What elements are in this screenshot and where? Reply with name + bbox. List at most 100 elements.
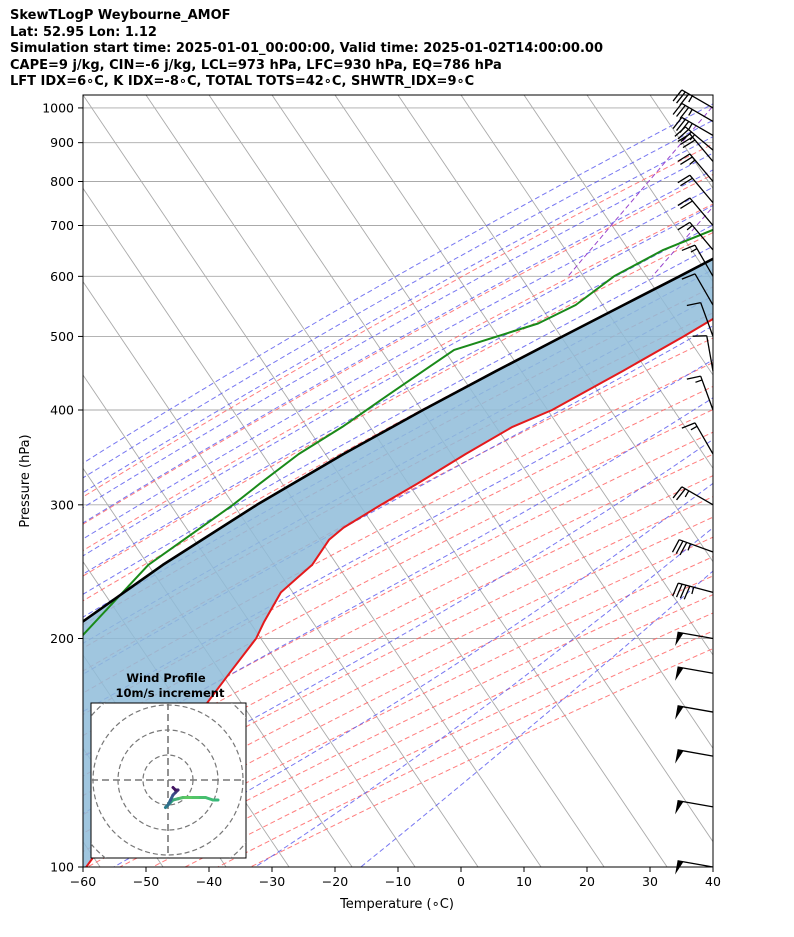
wind-barb-staff [700,375,714,411]
wind-barb-flag [677,221,691,231]
isotherm-line [586,95,713,283]
y-axis-label: Pressure (hPa) [18,434,33,527]
isotherm-line [208,95,713,843]
wind-barb-staff [689,174,714,204]
wind-barb-half-flag [687,543,692,551]
wind-barb [681,244,714,277]
parcel-path-line [83,257,713,624]
wind-barb-pennant [675,705,684,720]
moist-adiabat [83,169,713,524]
x-tick-label: −20 [322,874,348,889]
moist-adiabat [113,482,713,867]
wind-barb-staff [689,153,714,182]
moist-adiabat [83,438,713,814]
wind-barb-staff [706,335,714,372]
wind-barb-staff [694,244,714,277]
isotherm-line [83,280,479,867]
isotherm-line [776,95,794,867]
dry-adiabat [83,516,713,834]
y-tick-label: 500 [50,329,74,344]
hodograph-title: Wind Profile [126,671,206,685]
wind-barb [692,335,714,372]
wind-barb-flag [681,422,696,429]
y-tick-label: 700 [50,218,74,233]
wind-barb-staff [677,800,714,808]
wind-barb-staff [700,302,714,337]
wind-barb-staff [677,666,714,674]
wind-barb-staff [677,631,714,640]
wind-barb-staff [677,749,714,757]
wind-barb-flag [680,136,693,146]
wind-barb-flag [677,197,691,206]
temperature-line [85,317,713,867]
wind-barb-flag [679,106,690,119]
wind-barb-staff [689,197,714,226]
y-tick-label: 900 [50,135,74,150]
wind-barb-pennant [675,860,684,875]
wind-barb-staff [689,221,714,251]
wind-barb-flag [677,133,691,142]
x-tick-label: 30 [642,874,658,889]
wind-barb [675,800,714,815]
wind-barb [677,197,714,226]
wind-barb [675,705,714,720]
moist-adiabat [83,397,713,758]
wind-barb [675,666,714,681]
hodograph-inset [90,702,247,859]
x-tick-label: 20 [579,874,595,889]
x-tick-label: −10 [385,874,411,889]
title-parcel-params: CAPE=9 j/kg, CIN=-6 j/kg, LCL=973 hPa, L… [10,57,502,73]
wind-barb-staff [677,860,714,868]
wind-barb [671,539,714,556]
wind-barb-staff [694,422,714,455]
wind-barb-pennant [675,632,684,647]
wind-barb-flag [676,488,686,501]
wind-barb-flag [676,119,686,131]
wind-barb [686,301,714,337]
wind-barb [672,89,714,109]
title-station: SkewTLogP Weybourne_AMOF [10,8,231,23]
isotherm-line [397,95,713,563]
wind-barb-flag [681,244,696,252]
wind-barb [686,375,714,411]
moist-adiabat [83,119,713,479]
wind-barb [681,422,714,455]
wind-barb-half-flag [688,123,693,130]
moist-adiabat [254,527,713,867]
wind-barb [677,174,714,204]
dry-adiabat [83,143,713,498]
wind-barb [677,133,714,162]
y-tick-label: 100 [50,860,74,875]
wind-barb-staff [685,126,714,151]
wind-barb-flag [679,542,688,556]
wind-barb-flag [686,301,701,307]
y-tick-label: 400 [50,402,74,417]
x-tick-label: 0 [457,874,465,889]
wind-barb [672,486,714,506]
wind-barb-flag [675,583,683,598]
hodograph-plot [91,703,246,858]
cape-shading [83,258,713,867]
wind-barb-flag [686,375,701,380]
wind-barb [677,153,714,182]
wind-barb-half-flag [684,490,690,498]
wind-barb-half-flag [688,95,693,103]
wind-barb-flag [681,273,696,280]
wind-barb-staff [681,102,714,122]
y-tick-label: 600 [50,269,74,284]
x-tick-label: 40 [705,874,721,889]
wind-barb-flag [674,126,686,137]
dry-adiabat [83,453,713,777]
sounding-traces [83,228,713,867]
wind-barb-staff [689,133,714,162]
wind-barb-flag [677,174,691,184]
wind-barb-pennant [675,666,684,681]
x-tick-label: −50 [133,874,159,889]
wind-barb-flag [680,200,693,210]
wind-barb [672,102,714,122]
wind-barb-half-flag [690,425,698,431]
wind-barb-staff [677,705,714,713]
wind-barb-flag [682,139,696,149]
